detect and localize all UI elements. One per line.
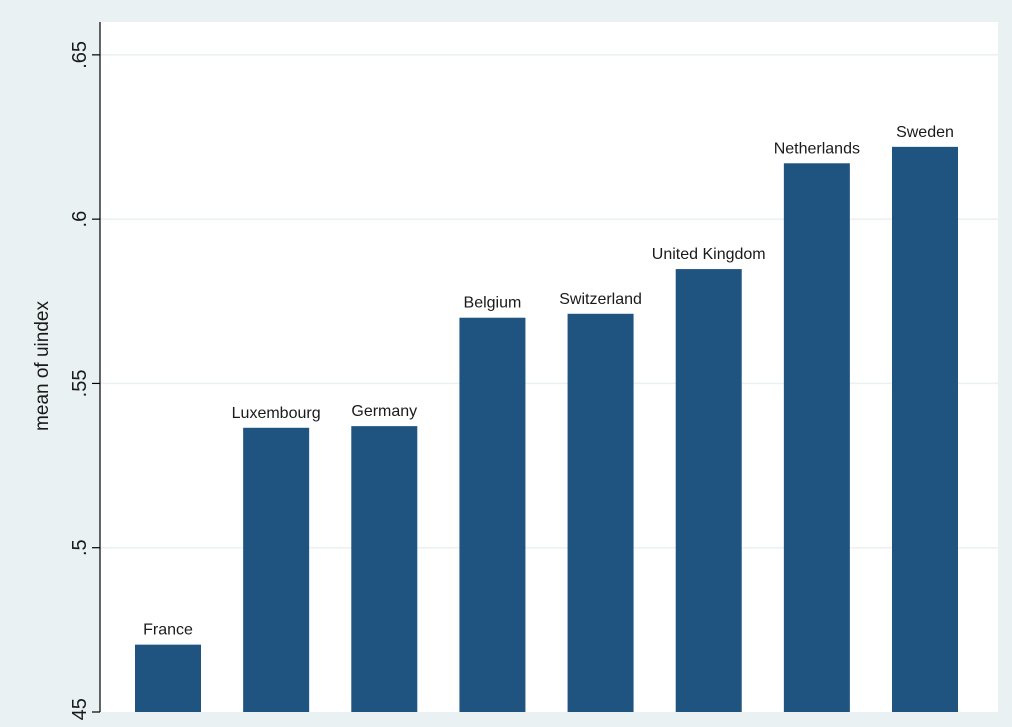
bar-label: Belgium xyxy=(464,295,522,312)
bar-label: United Kingdom xyxy=(652,246,766,263)
bar-label: France xyxy=(143,622,193,639)
y-tick-label: .6 xyxy=(69,211,91,228)
bars xyxy=(135,146,958,713)
y-tick-label: .55 xyxy=(69,370,91,398)
bar-label: Germany xyxy=(351,403,417,420)
bar-united-kingdom xyxy=(675,269,742,712)
y-axis-label: mean of uindex xyxy=(32,301,53,431)
y-tick-label: .65 xyxy=(69,41,91,69)
y-tick-label: .45 xyxy=(69,698,91,722)
bar-sweden xyxy=(892,146,958,712)
bar-label: Sweden xyxy=(896,124,954,141)
y-tick-label: .5 xyxy=(69,539,91,556)
bar-netherlands xyxy=(783,163,850,713)
y-axis-ticks: .45 .5 .55 .6 .65 xyxy=(69,41,100,726)
bar-label: Luxembourg xyxy=(232,405,321,422)
bar-switzerland xyxy=(567,313,634,712)
bar-labels: France Luxembourg Germany Belgium Switzerlan… xyxy=(143,124,954,639)
bar-france xyxy=(135,644,201,712)
bar-belgium xyxy=(459,317,526,712)
bar-germany xyxy=(351,426,418,712)
bar-luxembourg xyxy=(243,427,310,712)
bar-label: Switzerland xyxy=(559,291,642,308)
bar-label: Netherlands xyxy=(774,140,860,157)
plot-background xyxy=(100,22,998,712)
